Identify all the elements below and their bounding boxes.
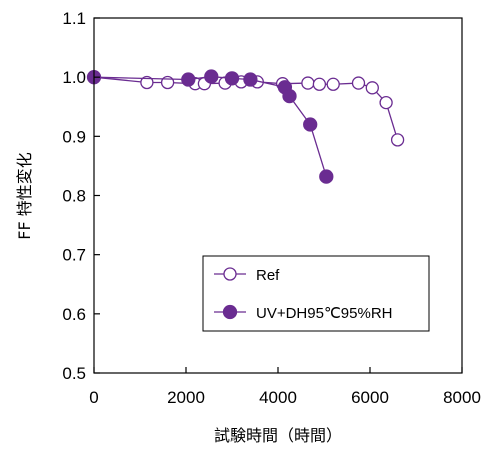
open-data-point: [140, 75, 154, 90]
filled-data-point: [243, 72, 258, 87]
series-line: [93, 76, 399, 141]
series-1: [86, 69, 334, 184]
y-axis-title: FF 特性変化: [15, 152, 34, 240]
open-data-point: [390, 133, 405, 147]
legend-label: Ref: [256, 267, 280, 284]
legend-label: UV+DH95℃95%RH: [256, 305, 392, 322]
x-tick-label: 6000: [351, 388, 389, 407]
legend-filled-marker: [222, 304, 238, 320]
open-data-point: [301, 76, 315, 90]
x-tick-label: 4000: [259, 388, 297, 407]
x-axis-title: 試験時間（時間）: [214, 426, 342, 445]
y-tick-label: 0.5: [62, 364, 86, 383]
x-tick-label: 0: [89, 388, 98, 407]
legend-box: [202, 255, 430, 332]
open-data-point: [379, 95, 393, 110]
y-tick-label: 0.8: [62, 187, 86, 206]
open-data-point: [312, 77, 327, 91]
filled-data-point: [181, 72, 196, 87]
filled-data-point: [224, 71, 240, 86]
y-tick-label: 0.9: [62, 127, 86, 146]
open-data-point: [365, 81, 379, 95]
filled-data-point: [319, 169, 334, 184]
filled-data-point: [282, 88, 297, 104]
legend: Ref UV+DH95℃95%RH: [202, 255, 430, 332]
y-tick-label: 0.6: [62, 305, 86, 324]
filled-data-point: [303, 117, 318, 132]
legend-open-marker: [223, 267, 237, 281]
x-tick-label: 8000: [443, 388, 481, 407]
filled-data-point: [204, 69, 219, 84]
y-tick-label: 0.7: [62, 246, 86, 265]
open-data-point: [351, 76, 366, 90]
ticks-layer: 0 2000 4000 6000 8000 0.5 0.6 0.7 0.8 0.9 1.0 1.1: [62, 9, 481, 407]
open-data-point: [326, 77, 340, 91]
x-tick-label: 2000: [167, 388, 205, 407]
y-tick-label: 1.1: [62, 9, 86, 28]
y-tick-label: 1.0: [62, 68, 86, 87]
series-layer: [86, 69, 405, 184]
